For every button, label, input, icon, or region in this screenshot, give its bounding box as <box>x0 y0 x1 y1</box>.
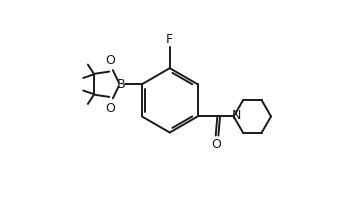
Text: N: N <box>232 109 241 122</box>
Text: O: O <box>212 138 221 151</box>
Text: O: O <box>105 54 115 67</box>
Text: F: F <box>166 33 173 46</box>
Text: O: O <box>105 102 115 115</box>
Text: B: B <box>117 78 125 91</box>
